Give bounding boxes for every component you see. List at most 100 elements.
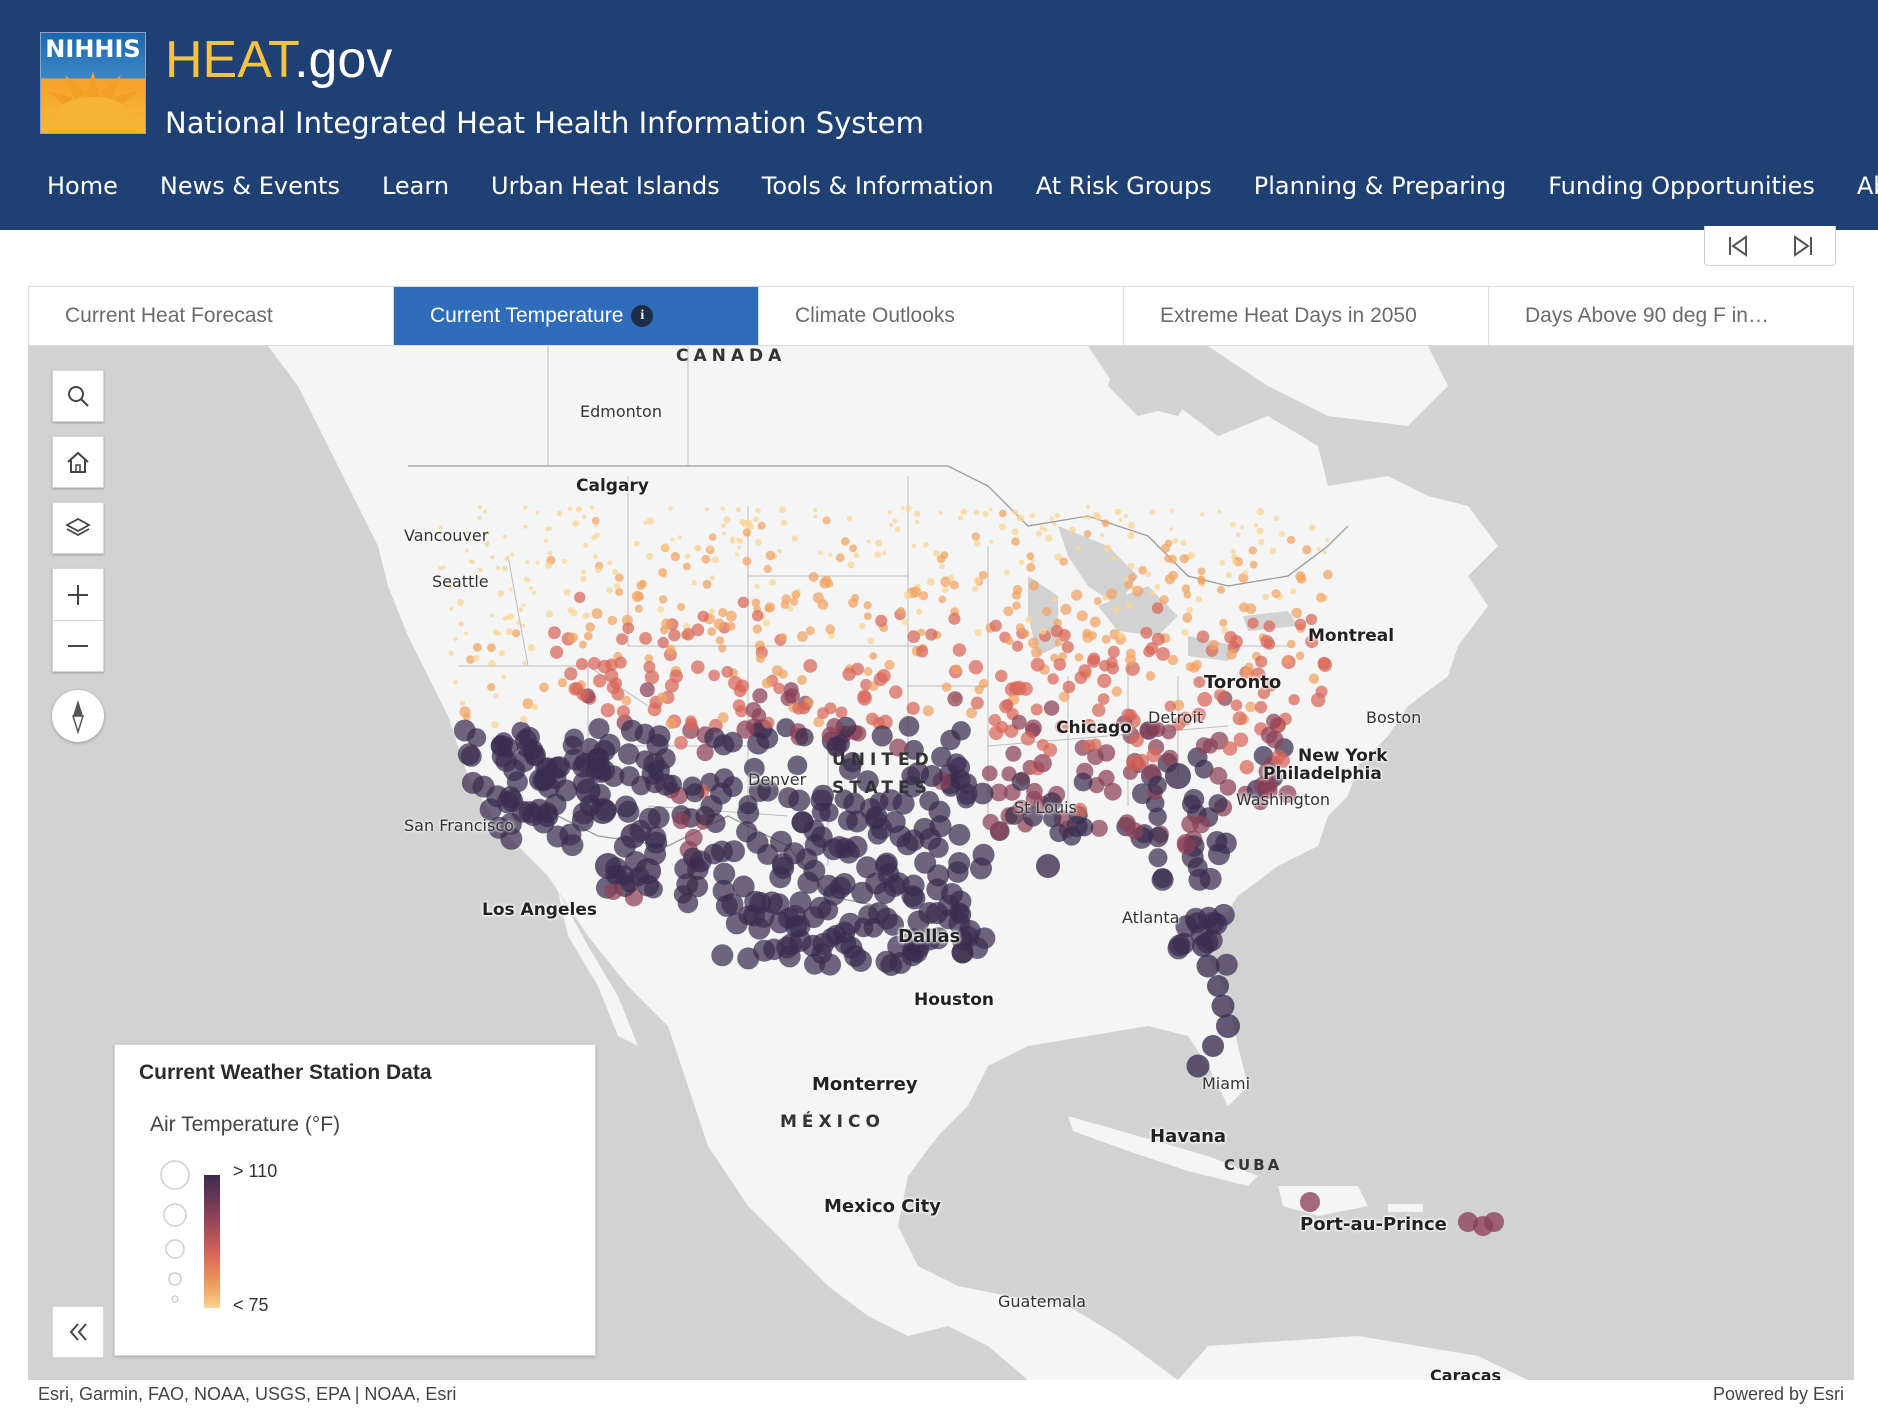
- station-point[interactable]: [779, 506, 787, 514]
- station-point[interactable]: [762, 619, 770, 627]
- station-point[interactable]: [857, 691, 872, 706]
- station-point[interactable]: [956, 790, 976, 809]
- station-point[interactable]: [1256, 527, 1264, 535]
- station-point[interactable]: [1278, 785, 1297, 804]
- station-point[interactable]: [1021, 629, 1030, 638]
- station-point[interactable]: [900, 506, 905, 510]
- station-point[interactable]: [828, 552, 833, 557]
- station-point[interactable]: [521, 603, 526, 608]
- station-point[interactable]: [858, 622, 866, 630]
- station-point[interactable]: [1202, 911, 1225, 934]
- station-point[interactable]: [697, 610, 709, 622]
- station-point[interactable]: [1072, 802, 1088, 818]
- station-point[interactable]: [1028, 580, 1039, 591]
- station-point[interactable]: [703, 843, 725, 865]
- station-point[interactable]: [493, 693, 499, 699]
- station-point[interactable]: [896, 607, 906, 616]
- station-point[interactable]: [477, 567, 483, 573]
- station-point[interactable]: [1011, 714, 1027, 730]
- station-point[interactable]: [1164, 574, 1176, 585]
- station-point[interactable]: [1300, 1192, 1320, 1212]
- station-point[interactable]: [948, 574, 955, 582]
- station-point[interactable]: [563, 588, 571, 596]
- station-point[interactable]: [903, 591, 912, 599]
- station-point[interactable]: [721, 893, 744, 916]
- station-point[interactable]: [949, 580, 959, 590]
- station-point[interactable]: [1269, 547, 1277, 555]
- station-point[interactable]: [1088, 777, 1105, 794]
- station-point[interactable]: [736, 720, 755, 739]
- station-point[interactable]: [1099, 660, 1111, 672]
- station-point[interactable]: [938, 595, 946, 604]
- station-point[interactable]: [1172, 717, 1186, 731]
- station-point[interactable]: [501, 674, 506, 680]
- station-point[interactable]: [773, 682, 785, 694]
- station-point[interactable]: [822, 516, 831, 525]
- station-point[interactable]: [1145, 671, 1156, 681]
- station-point[interactable]: [865, 805, 888, 828]
- station-point[interactable]: [721, 666, 734, 678]
- station-point[interactable]: [895, 526, 901, 533]
- station-point[interactable]: [826, 718, 843, 734]
- station-point[interactable]: [668, 506, 673, 511]
- station-point[interactable]: [707, 545, 714, 552]
- nihhis-logo[interactable]: NIHHIS: [40, 32, 146, 134]
- station-point[interactable]: [966, 707, 978, 719]
- station-point[interactable]: [448, 650, 454, 656]
- station-point[interactable]: [826, 924, 846, 945]
- station-point[interactable]: [1219, 559, 1226, 566]
- station-point[interactable]: [1258, 538, 1265, 546]
- station-point[interactable]: [1036, 854, 1060, 878]
- station-point[interactable]: [1263, 638, 1276, 650]
- station-point[interactable]: [604, 882, 623, 900]
- station-point[interactable]: [1197, 692, 1213, 707]
- station-point[interactable]: [1036, 738, 1049, 751]
- station-point[interactable]: [458, 621, 464, 627]
- station-point[interactable]: [918, 902, 941, 924]
- station-point[interactable]: [535, 560, 540, 565]
- station-point[interactable]: [803, 659, 818, 673]
- station-point[interactable]: [639, 682, 655, 698]
- station-point[interactable]: [906, 701, 920, 715]
- station-point[interactable]: [696, 743, 714, 762]
- station-point[interactable]: [465, 530, 470, 535]
- station-point[interactable]: [1121, 708, 1135, 722]
- station-point[interactable]: [1287, 535, 1296, 544]
- station-point[interactable]: [791, 535, 799, 542]
- tab-current-temperature[interactable]: Current Temperature i: [394, 287, 759, 345]
- station-point[interactable]: [1295, 651, 1305, 661]
- station-point[interactable]: [1082, 719, 1097, 733]
- station-point[interactable]: [1254, 523, 1258, 528]
- station-point[interactable]: [875, 852, 898, 875]
- station-point[interactable]: [1232, 559, 1238, 565]
- station-point[interactable]: [1125, 602, 1133, 610]
- station-point[interactable]: [1097, 693, 1110, 705]
- station-point[interactable]: [483, 509, 488, 514]
- station-point[interactable]: [1195, 596, 1203, 603]
- station-point[interactable]: [812, 784, 834, 807]
- station-point[interactable]: [869, 652, 877, 660]
- station-point[interactable]: [1169, 527, 1174, 532]
- station-point[interactable]: [1054, 553, 1062, 561]
- station-point[interactable]: [721, 523, 726, 529]
- station-point[interactable]: [545, 610, 554, 618]
- station-point[interactable]: [594, 532, 600, 538]
- station-point[interactable]: [580, 569, 586, 575]
- station-point[interactable]: [1207, 975, 1229, 997]
- station-point[interactable]: [1033, 754, 1052, 773]
- station-point[interactable]: [1181, 628, 1189, 637]
- station-point[interactable]: [1187, 551, 1196, 559]
- station-point[interactable]: [1051, 596, 1058, 603]
- station-point[interactable]: [1117, 632, 1125, 639]
- station-point[interactable]: [1181, 794, 1201, 814]
- station-point[interactable]: [844, 945, 867, 967]
- station-point[interactable]: [1054, 719, 1069, 734]
- station-point[interactable]: [511, 721, 531, 742]
- station-point[interactable]: [547, 550, 553, 556]
- station-point[interactable]: [971, 532, 980, 541]
- station-point[interactable]: [938, 510, 943, 515]
- station-point[interactable]: [575, 658, 589, 671]
- layers-button[interactable]: [52, 502, 104, 554]
- station-point[interactable]: [761, 678, 773, 689]
- station-point[interactable]: [989, 539, 994, 544]
